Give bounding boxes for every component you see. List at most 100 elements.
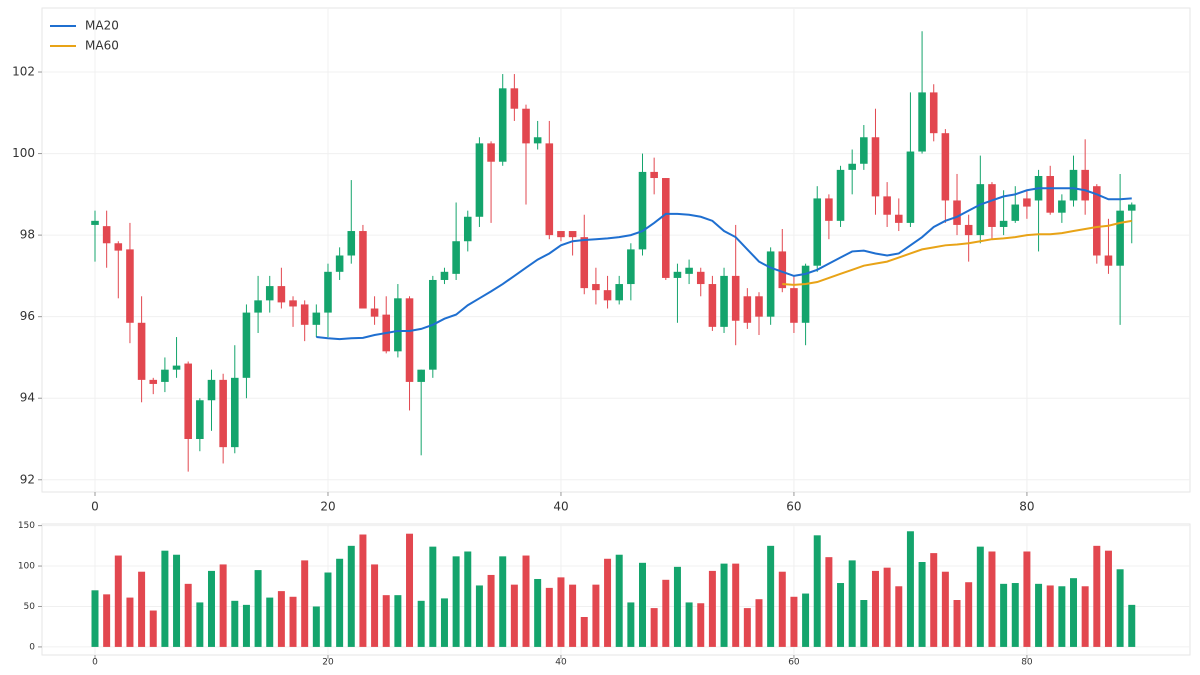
volume-bar: [755, 599, 763, 647]
plot-area: [41, 7, 1191, 493]
y-tick-label: 50: [24, 602, 36, 612]
candle-body: [976, 184, 985, 236]
volume-panel: 0 50 100 150 0 20 40 60 80: [18, 521, 1191, 668]
candle-body: [871, 137, 880, 197]
volume-bar: [697, 603, 705, 647]
candle-body: [207, 379, 216, 401]
volume-bar: [720, 563, 728, 647]
volume-bar: [627, 602, 635, 647]
candle-body: [1046, 175, 1054, 213]
volume-bar: [941, 571, 949, 647]
candle-body: [417, 369, 425, 382]
x-tick-label: 40: [553, 500, 568, 514]
x-tick-label: 20: [322, 658, 334, 668]
candle-body: [265, 286, 274, 301]
candle-body: [1116, 210, 1124, 266]
candle-body: [918, 92, 926, 152]
ma-line: [782, 219, 1132, 286]
candle-body: [312, 312, 321, 325]
x-tick-label: 0: [92, 658, 98, 668]
y-tick-label: 98: [20, 228, 35, 242]
price-panel: 92 94 96 98 100 102 0 20 40 60 80 MA20 MA60: [12, 7, 1191, 514]
candle-body: [289, 300, 297, 307]
candle-body: [988, 184, 996, 227]
volume-bar: [440, 598, 448, 647]
volume-bar: [114, 555, 122, 647]
y-tick-label: 102: [12, 65, 35, 79]
candle-body: [825, 198, 833, 221]
volume-bar: [639, 562, 646, 647]
candle-body: [172, 365, 181, 370]
candle-body: [1011, 204, 1020, 221]
candle-body: [580, 237, 589, 289]
candle-body: [708, 284, 717, 327]
candle-body: [475, 143, 484, 217]
volume-bar: [475, 585, 483, 647]
candle-body: [999, 220, 1008, 227]
volume-bar: [534, 578, 542, 647]
candle-body: [300, 304, 309, 325]
volume-bar: [860, 600, 868, 647]
volume-bar: [277, 591, 285, 647]
volume-bar: [965, 582, 973, 647]
candle-body: [883, 196, 891, 215]
candle-body: [1023, 198, 1031, 207]
candle-body: [720, 275, 728, 327]
volume-bar: [254, 570, 262, 647]
volume-bar: [371, 564, 379, 647]
volume-bar: [487, 574, 495, 647]
volume-bar: [417, 600, 425, 647]
candle-body: [860, 137, 868, 164]
volume-bar: [1128, 604, 1136, 647]
x-tick-label: 40: [555, 658, 567, 668]
volume-bar: [802, 593, 810, 647]
y-tick-label: 96: [20, 309, 35, 323]
volume-bar: [464, 551, 472, 647]
legend-label: MA60: [85, 39, 119, 53]
candle-body: [347, 231, 356, 256]
candle-body: [242, 312, 251, 378]
volume-bar: [1070, 578, 1078, 647]
volume-bar: [953, 600, 961, 647]
candle-body: [941, 133, 950, 201]
volume-bar: [91, 590, 99, 647]
volume-bar: [394, 595, 402, 647]
candle-body: [370, 308, 379, 317]
volume-bar: [1046, 585, 1054, 647]
x-tick-label: 20: [320, 500, 335, 514]
volume-bar: [918, 562, 926, 647]
candle-body: [778, 251, 787, 289]
candle-body: [533, 137, 542, 144]
candle-body: [801, 265, 810, 323]
volume-bar: [1058, 586, 1066, 647]
volume-bar: [825, 557, 833, 647]
candle-body: [568, 231, 577, 238]
volume-bar: [312, 606, 320, 647]
candle-body: [685, 267, 693, 274]
volume-bar: [848, 560, 856, 647]
candle-body: [184, 363, 192, 439]
volume-bar: [242, 604, 250, 647]
candle-body: [1081, 169, 1089, 201]
volume-bar: [161, 550, 169, 647]
ma-line: [316, 187, 1132, 341]
volume-bar: [103, 594, 111, 647]
volume-bar: [382, 595, 390, 647]
volume-bar: [452, 556, 460, 647]
candle-body: [254, 300, 262, 313]
volume-bar: [1023, 551, 1031, 647]
volume-bar: [708, 570, 716, 647]
candle-body: [405, 298, 414, 382]
candle-body: [196, 400, 204, 439]
x-tick-label: 60: [788, 658, 800, 668]
candle-body: [440, 271, 449, 280]
volume-bar: [557, 577, 565, 647]
volume-bar: [930, 553, 938, 647]
volume-bar: [895, 586, 903, 647]
candle-body: [743, 296, 752, 323]
y-tick-label: 150: [18, 521, 35, 531]
candle-body: [161, 369, 169, 382]
candle-body: [696, 271, 705, 285]
x-tick-label: 60: [786, 500, 801, 514]
candle-body: [91, 220, 99, 225]
